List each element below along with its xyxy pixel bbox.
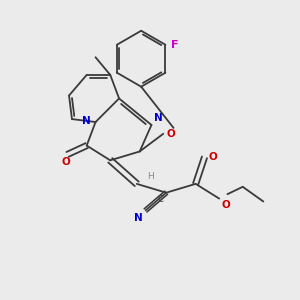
Text: O: O [167,129,176,139]
Text: O: O [221,200,230,210]
Text: H: H [147,172,154,181]
Text: C: C [158,195,163,204]
Text: N: N [154,112,163,123]
Text: O: O [62,158,70,167]
Text: N: N [134,213,142,223]
Text: O: O [208,152,217,162]
Text: F: F [171,40,178,50]
Text: N: N [82,116,91,126]
